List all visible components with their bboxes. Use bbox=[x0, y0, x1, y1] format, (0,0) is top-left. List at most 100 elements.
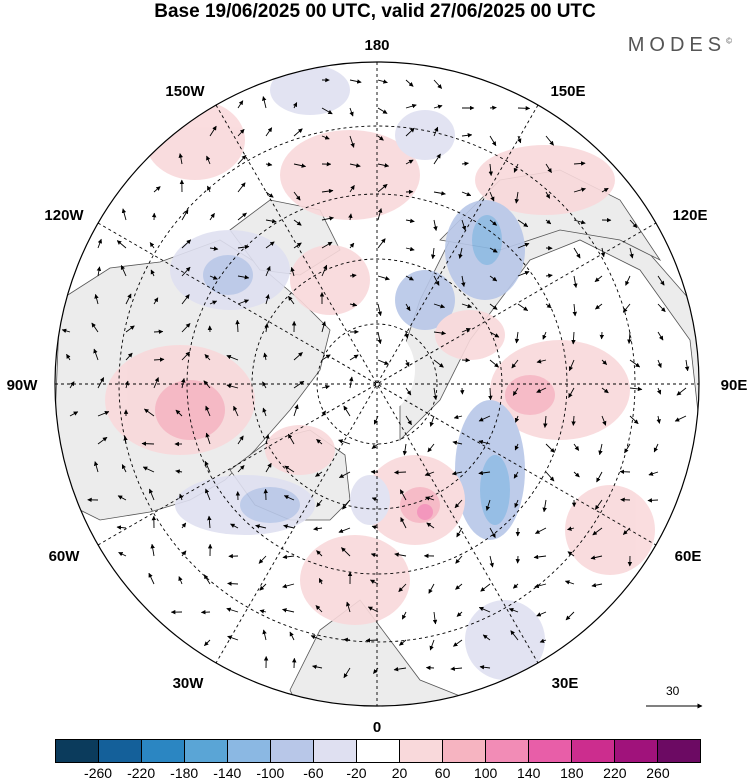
wind-vector bbox=[346, 601, 351, 613]
colorbar-bin bbox=[443, 740, 486, 762]
map-border bbox=[54, 61, 700, 707]
wind-vector bbox=[339, 471, 351, 478]
wind-vector bbox=[489, 331, 500, 338]
wind-vector bbox=[284, 465, 295, 473]
wind-vector bbox=[433, 153, 441, 165]
wind-vector bbox=[627, 331, 632, 344]
wind-vector bbox=[433, 387, 438, 401]
wind-vector bbox=[343, 637, 351, 643]
colorbar-tick-label: -260 bbox=[84, 765, 113, 781]
wind-vector bbox=[598, 443, 603, 456]
wind-vector bbox=[207, 515, 212, 529]
wind-vector bbox=[117, 495, 127, 501]
wind-vector bbox=[534, 583, 547, 589]
wind-vector bbox=[259, 583, 267, 591]
wind-vector bbox=[203, 574, 211, 585]
colorbar-bin bbox=[529, 740, 572, 762]
lon-label-60w: 60W bbox=[49, 548, 81, 565]
wind-vector bbox=[265, 218, 277, 224]
wind-vector bbox=[293, 242, 302, 249]
wind-vector bbox=[181, 323, 191, 333]
wind-vector bbox=[653, 443, 659, 453]
wind-vector bbox=[454, 499, 463, 509]
lon-label-60e: 60E bbox=[675, 548, 702, 565]
wind-vector bbox=[405, 127, 415, 137]
wind-vector bbox=[510, 630, 519, 641]
wind-vector bbox=[288, 295, 295, 305]
wind-vector bbox=[321, 241, 333, 249]
wind-vector bbox=[153, 329, 164, 334]
wind-vector bbox=[349, 185, 355, 193]
wind-vector bbox=[237, 154, 247, 165]
wind-vector bbox=[265, 162, 273, 167]
colorbar-tick-label: -140 bbox=[213, 765, 242, 781]
colorbar-bin bbox=[142, 740, 185, 762]
wind-vector bbox=[338, 439, 351, 445]
wind-vector bbox=[371, 443, 379, 449]
wind-vector bbox=[116, 240, 127, 249]
wind-vector bbox=[265, 294, 270, 305]
wind-vector bbox=[377, 208, 383, 221]
wind-vector bbox=[121, 464, 127, 473]
wind-vector bbox=[209, 275, 218, 280]
wind-vector bbox=[181, 522, 187, 529]
lon-label-150e: 150E bbox=[550, 83, 585, 100]
wind-vector bbox=[150, 543, 155, 557]
lon-label-30w: 30W bbox=[173, 675, 205, 692]
colorbar-tick-label: -100 bbox=[256, 765, 285, 781]
wind-vector bbox=[321, 188, 334, 194]
longitude-labels: 180 150E 120E 90E 60E 30E 0 30W 60W 90W … bbox=[7, 37, 748, 736]
wind-vector bbox=[370, 552, 379, 558]
wind-vector bbox=[148, 572, 155, 585]
wind-vector bbox=[461, 133, 473, 138]
wind-vector bbox=[452, 440, 463, 446]
wind-vector bbox=[542, 331, 547, 340]
wind-vector bbox=[209, 300, 218, 305]
negative-anomaly bbox=[465, 600, 545, 680]
wind-vector bbox=[261, 96, 267, 109]
positive-anomaly bbox=[145, 100, 245, 180]
wind-vector bbox=[209, 246, 219, 251]
wind-vector bbox=[568, 359, 575, 372]
wind-vector bbox=[595, 303, 603, 310]
wind-vector bbox=[573, 471, 580, 478]
wind-vector bbox=[293, 163, 307, 168]
wind-vector bbox=[348, 376, 354, 389]
wind-vector bbox=[601, 415, 607, 426]
wind-vector bbox=[565, 611, 575, 621]
wind-vector bbox=[567, 526, 575, 531]
colorbar-bin bbox=[56, 740, 99, 762]
wind-vectors bbox=[61, 77, 690, 679]
wind-vector bbox=[377, 275, 390, 281]
wind-vector bbox=[405, 79, 414, 87]
wind-vector bbox=[545, 471, 555, 482]
wind-vector bbox=[514, 443, 519, 451]
wind-vector bbox=[349, 354, 359, 361]
wind-vector bbox=[69, 381, 75, 389]
wind-vector bbox=[656, 415, 661, 424]
wind-vector bbox=[489, 247, 498, 253]
wind-vector bbox=[512, 387, 519, 396]
lon-label-30e: 30E bbox=[552, 675, 579, 692]
wind-vector bbox=[321, 264, 328, 277]
wind-vector bbox=[262, 407, 267, 417]
wind-vector bbox=[226, 354, 239, 361]
wind-vector bbox=[480, 583, 491, 592]
wind-vector bbox=[533, 554, 547, 560]
wind-vector bbox=[429, 415, 435, 427]
wind-vector bbox=[427, 443, 435, 453]
wind-vector bbox=[349, 107, 354, 117]
wind-vector bbox=[451, 471, 463, 476]
wind-vector bbox=[233, 405, 239, 417]
wind-vector bbox=[591, 583, 603, 588]
wind-vector bbox=[124, 380, 130, 389]
wind-vector bbox=[94, 293, 99, 305]
positive-anomaly bbox=[490, 340, 630, 440]
positive-anomaly bbox=[300, 535, 410, 625]
wind-vector bbox=[227, 581, 239, 586]
wind-vector bbox=[237, 100, 244, 109]
wind-vector bbox=[265, 191, 274, 198]
wind-vector bbox=[235, 319, 240, 333]
wind-vector bbox=[488, 387, 493, 401]
wind-vector bbox=[424, 471, 435, 477]
